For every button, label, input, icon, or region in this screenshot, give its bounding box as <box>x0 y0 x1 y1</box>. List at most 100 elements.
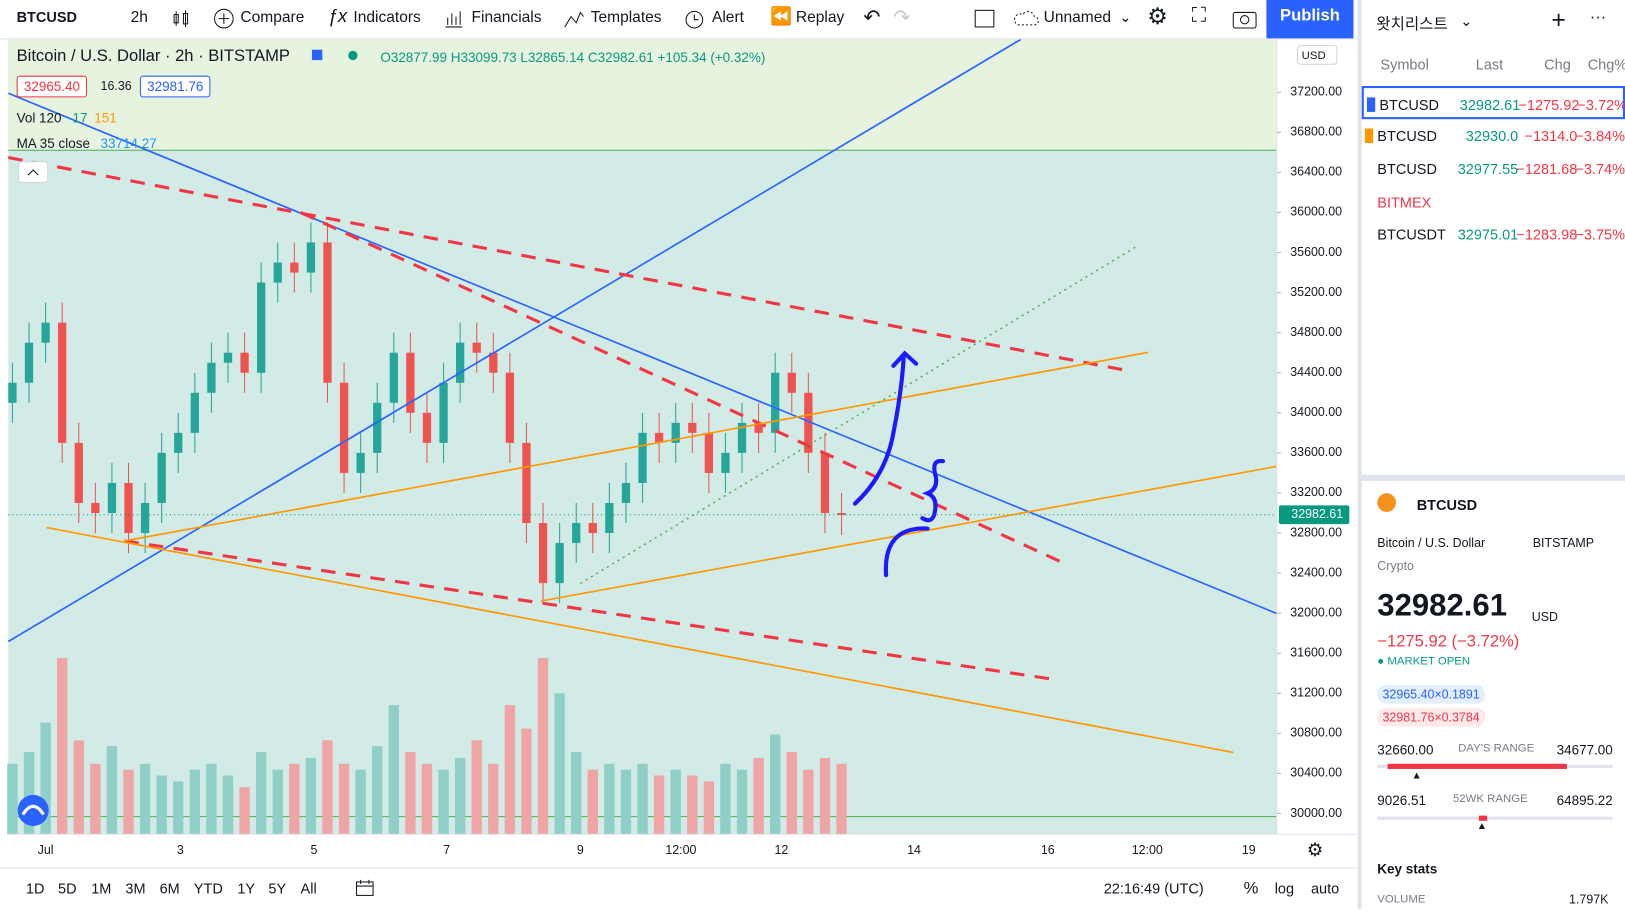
ask-box[interactable]: 32981.76 <box>139 75 211 98</box>
range-button[interactable]: All <box>300 879 317 897</box>
x-tick-label: 12:00 <box>1132 843 1163 857</box>
volume-bar <box>836 763 847 835</box>
redo-button[interactable]: ↷ <box>893 6 911 30</box>
range-button[interactable]: 6M <box>159 879 180 897</box>
more-button[interactable]: ··· <box>1589 8 1607 26</box>
watchlist-row[interactable]: BTCUSD 32982.61 −1275.92 −3.72% <box>1361 86 1625 120</box>
last-price-badge <box>1278 505 1350 525</box>
add-symbol[interactable]: + <box>1551 6 1566 35</box>
candle-body <box>538 523 548 584</box>
snapshot-button[interactable] <box>1231 7 1258 30</box>
section-title: BITMEX <box>1377 193 1432 211</box>
row-cell: BTCUSD <box>1377 127 1437 145</box>
alert-button[interactable]: Alert <box>711 8 744 26</box>
goto-date-button[interactable] <box>354 878 375 899</box>
range-button[interactable]: 3M <box>125 879 146 897</box>
y-tick-label: 34800.00 <box>1290 325 1342 339</box>
candle-body <box>737 422 747 453</box>
y-tick-label: 30000.00 <box>1290 806 1342 820</box>
volume-bar <box>471 740 482 835</box>
column-header: Last <box>1475 55 1504 73</box>
candle-body <box>174 432 183 453</box>
watchlist-dropdown[interactable]: ⌄ <box>1460 12 1473 30</box>
column-header: Chg% <box>1587 55 1625 73</box>
brace-drawing <box>883 458 946 578</box>
range-button[interactable]: YTD <box>193 879 223 897</box>
settings-button[interactable]: ⚙ <box>1147 3 1168 30</box>
candle-body <box>638 432 647 483</box>
range-track <box>1377 816 1613 820</box>
currency-label: USD <box>1302 50 1326 62</box>
layout-icon[interactable] <box>973 7 996 30</box>
watchlist-row[interactable]: BTCUSD 32977.55 −1281.68 −3.74% <box>1362 152 1625 185</box>
volume-bar <box>703 781 715 835</box>
row-cell: BTCUSD <box>1377 160 1437 178</box>
x-tick-label: 3 <box>177 843 184 857</box>
chart-style-icon[interactable] <box>171 8 192 29</box>
spread: 16.36 <box>100 78 132 94</box>
divider <box>1361 474 1625 481</box>
range-button[interactable]: 5Y <box>268 879 287 897</box>
fullscreen-button[interactable]: ⛶ <box>1191 4 1207 27</box>
replay-button[interactable]: Replay <box>795 8 845 26</box>
collapse-icon <box>27 169 39 176</box>
y-tick-label: 36400.00 <box>1290 165 1342 179</box>
candle-body <box>588 523 597 534</box>
layout-dropdown[interactable]: ⌄ <box>1119 8 1132 25</box>
currency-box[interactable] <box>1296 45 1338 65</box>
watchlist-row[interactable]: BTCUSD 32930.0 −1314.0 −3.84% <box>1362 119 1625 152</box>
status-dot <box>348 50 358 61</box>
volume-bar <box>803 769 814 835</box>
range-button[interactable]: 1D <box>25 879 45 897</box>
candle-body <box>223 352 233 363</box>
compare-button[interactable]: Compare <box>240 8 305 26</box>
collapse-button[interactable] <box>18 161 49 183</box>
y-tick-label: 34000.00 <box>1290 405 1342 419</box>
volume-bar <box>554 693 565 835</box>
details-exchange: BITSTAMP <box>1532 535 1595 551</box>
x-tick-label: 7 <box>443 843 450 857</box>
publish-button[interactable]: Publish <box>1266 0 1354 39</box>
bid-box[interactable]: 32965.40 <box>16 75 88 98</box>
candle-body <box>91 502 100 513</box>
row-cell: −1283.98 <box>1516 225 1578 243</box>
candle-body <box>422 412 432 443</box>
row-cell: −1314.0 <box>1524 127 1578 145</box>
watchlist-title[interactable]: 왓치리스트 <box>1376 15 1448 34</box>
symbol-button[interactable]: BTCUSD <box>16 8 78 25</box>
candle-body <box>555 543 564 584</box>
candle-body <box>240 352 249 373</box>
undo-button[interactable]: ↶ <box>863 6 881 30</box>
volume-bar <box>587 769 598 835</box>
volume-label: Vol 120 <box>16 109 62 126</box>
interval-button[interactable]: 2h <box>130 8 148 26</box>
column-header: Chg <box>1544 55 1571 73</box>
volume-bar <box>504 705 516 835</box>
watchlist-row[interactable]: BTCUSDT 32975.01 −1283.98 −3.75% <box>1362 218 1625 251</box>
candle-body <box>605 502 614 534</box>
candle-body <box>505 372 515 443</box>
percent-button[interactable]: % <box>1243 879 1259 898</box>
candle-body <box>804 392 813 453</box>
indicators-button[interactable]: Indicators <box>353 8 421 26</box>
x-tick-label: 19 <box>1242 843 1256 857</box>
range-button[interactable]: 1Y <box>237 879 256 897</box>
volume-bar <box>255 752 267 835</box>
volume-bar <box>189 769 201 835</box>
x-tick-label: 5 <box>311 843 318 857</box>
x-tick-label: 14 <box>907 843 921 857</box>
candle-body <box>190 392 199 433</box>
log-button[interactable]: log <box>1274 879 1295 897</box>
candle-body <box>472 342 481 353</box>
range-marker: ▲ <box>1476 820 1488 833</box>
layout-name[interactable]: Unnamed <box>1043 8 1112 26</box>
range-button[interactable]: 5D <box>58 879 77 897</box>
financials-button[interactable]: Financials <box>471 8 542 26</box>
auto-button[interactable]: auto <box>1310 879 1340 897</box>
range-button[interactable]: 1M <box>91 879 112 897</box>
templates-button[interactable]: Templates <box>590 8 662 26</box>
dashed-line <box>8 155 1130 373</box>
day-high: 34677.00 <box>1556 742 1613 758</box>
axis-settings[interactable]: ⚙ <box>1307 839 1324 860</box>
details-price: 32982.61 <box>1377 588 1507 623</box>
